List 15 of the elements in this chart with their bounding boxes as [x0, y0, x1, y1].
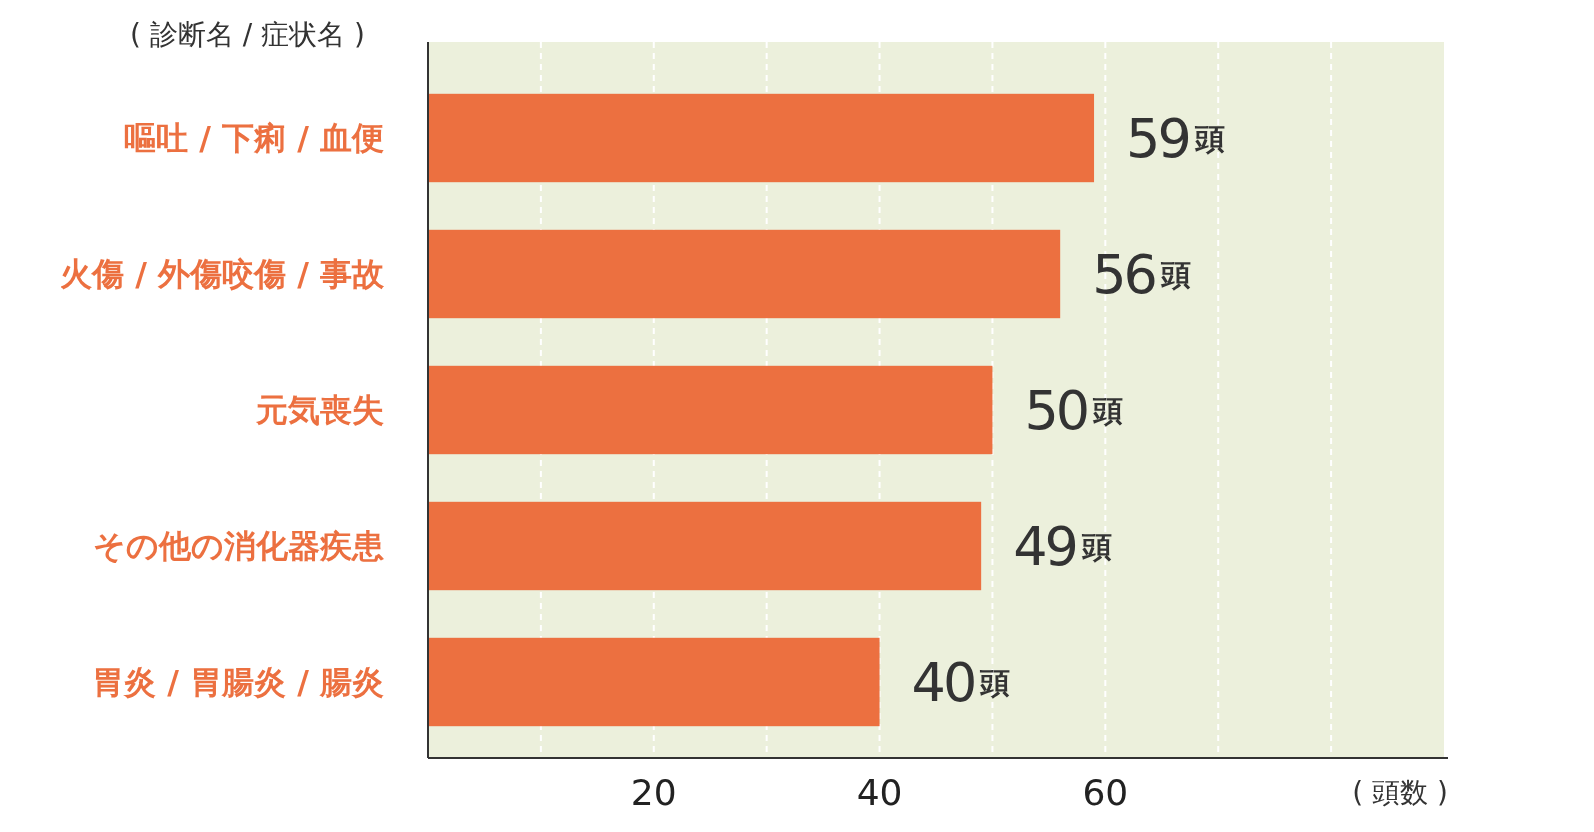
- bar: [428, 93, 1095, 183]
- y-tick-label: 元気喪失: [255, 391, 384, 429]
- y-tick-label: 胃炎 / 胃腸炎 / 腸炎: [92, 663, 384, 701]
- x-tick-label: 40: [856, 771, 903, 813]
- y-axis-title: ( 診断名 / 症状名 ): [130, 17, 365, 51]
- bar: [428, 229, 1061, 319]
- bar: [428, 501, 982, 591]
- y-tick-label: 火傷 / 外傷咬傷 / 事故: [60, 255, 385, 293]
- x-tick-label: 20: [630, 771, 677, 813]
- x-axis-title: ( 頭数 ): [1352, 775, 1448, 809]
- y-tick-label: その他の消化器疾患: [93, 527, 384, 565]
- bar: [428, 365, 993, 455]
- bar: [428, 637, 880, 727]
- x-tick-label: 60: [1082, 771, 1129, 813]
- y-tick-label: 嘔吐 / 下痢 / 血便: [124, 119, 384, 157]
